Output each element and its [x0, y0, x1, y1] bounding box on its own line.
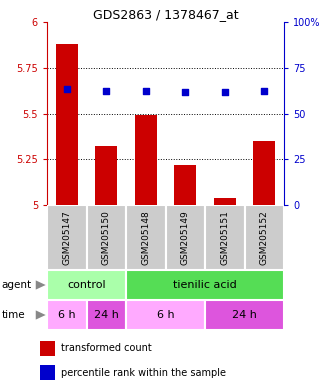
- Text: GDS2863 / 1378467_at: GDS2863 / 1378467_at: [93, 8, 238, 22]
- Text: 6 h: 6 h: [58, 310, 75, 320]
- Bar: [174, 165, 196, 205]
- Text: GSM205148: GSM205148: [141, 210, 150, 265]
- Text: 24 h: 24 h: [232, 310, 257, 320]
- Text: GSM205150: GSM205150: [102, 210, 111, 265]
- Point: [104, 88, 109, 94]
- Text: agent: agent: [2, 280, 32, 290]
- Bar: [47, 300, 86, 330]
- Text: transformed count: transformed count: [61, 343, 152, 353]
- Bar: [47, 205, 86, 270]
- Bar: [205, 205, 245, 270]
- Bar: [86, 300, 126, 330]
- Bar: [214, 198, 236, 205]
- Bar: [86, 205, 126, 270]
- Bar: [126, 205, 166, 270]
- Text: 6 h: 6 h: [157, 310, 174, 320]
- Bar: [245, 205, 284, 270]
- Bar: [40, 341, 56, 356]
- Bar: [126, 270, 284, 300]
- Bar: [95, 146, 117, 205]
- Bar: [40, 366, 56, 380]
- Point: [261, 88, 267, 94]
- Text: 24 h: 24 h: [94, 310, 119, 320]
- Text: GSM205149: GSM205149: [181, 210, 190, 265]
- Point: [64, 86, 70, 92]
- Text: GSM205152: GSM205152: [260, 210, 269, 265]
- Bar: [205, 300, 284, 330]
- Text: control: control: [67, 280, 106, 290]
- Point: [143, 88, 148, 94]
- Bar: [126, 300, 205, 330]
- Point: [222, 88, 227, 94]
- Point: [183, 89, 188, 96]
- Bar: [47, 270, 126, 300]
- Bar: [254, 141, 275, 205]
- Bar: [166, 205, 205, 270]
- Bar: [56, 44, 77, 205]
- Text: tienilic acid: tienilic acid: [173, 280, 237, 290]
- Text: GSM205151: GSM205151: [220, 210, 229, 265]
- Text: GSM205147: GSM205147: [62, 210, 71, 265]
- Text: time: time: [2, 310, 25, 320]
- Bar: [135, 115, 157, 205]
- Text: percentile rank within the sample: percentile rank within the sample: [61, 368, 226, 378]
